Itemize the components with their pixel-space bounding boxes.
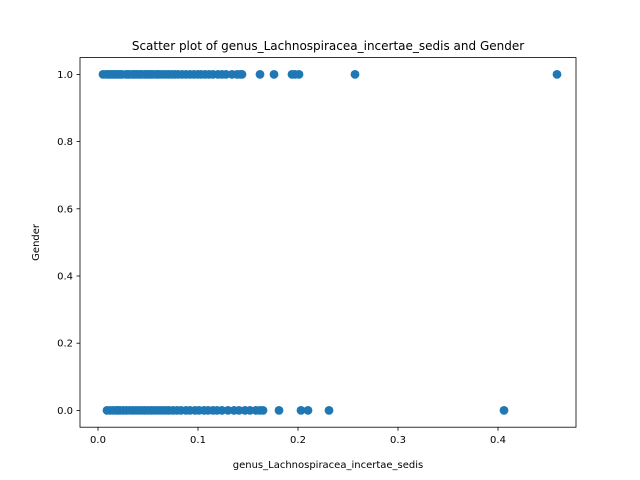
- data-point: [258, 406, 268, 415]
- y-tick-label: 0.2: [57, 339, 73, 350]
- data-point: [499, 406, 509, 415]
- y-tick-label: 0.4: [57, 272, 73, 283]
- x-axis-ticks: 0.0 0.1 0.2 0.3 0.4: [90, 427, 506, 446]
- y-tick-label: 0.8: [57, 137, 73, 148]
- data-point: [296, 406, 306, 415]
- data-point: [255, 70, 265, 79]
- x-axis-label: genus_Lachnospiracea_incertae_sedis: [233, 460, 424, 471]
- y-tick-label: 1.0: [57, 70, 73, 81]
- y-tick-label: 0.6: [57, 204, 73, 215]
- x-tick-label: 0.4: [490, 435, 506, 446]
- y-axis-label: Gender: [31, 223, 42, 261]
- data-point: [274, 406, 284, 415]
- y-axis-ticks: 0.0 0.2 0.4 0.6 0.8 1.0: [57, 70, 80, 417]
- data-point: [237, 70, 247, 79]
- x-tick-label: 0.0: [90, 435, 106, 446]
- plot-frame: [79, 57, 577, 428]
- data-point: [324, 406, 334, 415]
- data-point: [294, 70, 304, 79]
- chart-title: Scatter plot of genus_Lachnospiracea_inc…: [132, 39, 524, 53]
- data-point: [269, 70, 279, 79]
- x-tick-label: 0.3: [390, 435, 406, 446]
- data-point: [303, 406, 313, 415]
- data-points: [98, 70, 562, 415]
- data-point: [350, 70, 360, 79]
- y-tick-label: 0.0: [57, 406, 73, 417]
- x-tick-label: 0.1: [190, 435, 206, 446]
- data-point: [552, 70, 562, 79]
- x-tick-label: 0.2: [290, 435, 306, 446]
